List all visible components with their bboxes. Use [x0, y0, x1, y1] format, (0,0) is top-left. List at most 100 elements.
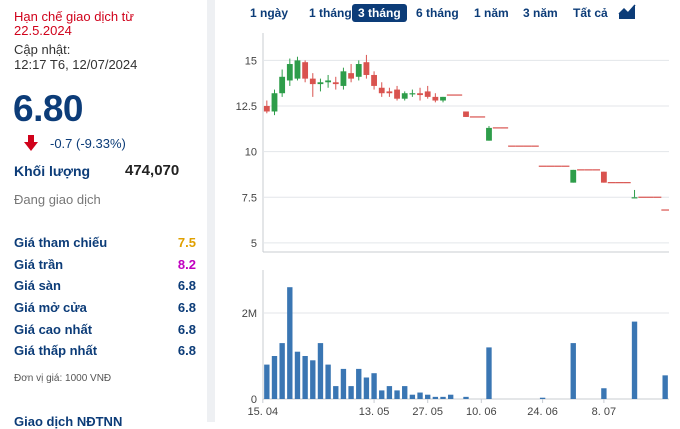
date-axis-ticks: 15. 04 13. 05 27. 05 10. 06 24. 06 8. 07 [248, 399, 616, 418]
volume-bar [271, 356, 278, 399]
update-time: 12:17 T6, 12/07/2024 [14, 57, 138, 72]
candle-body [302, 62, 309, 79]
stat-row-low: Giá thấp nhất 6.8 [14, 340, 196, 362]
volume-bars [264, 287, 668, 399]
restriction-date: 22.5.2024 [14, 23, 72, 38]
chart-panel: 1 ngày 1 tháng 3 tháng 6 tháng 1 năm 3 n… [215, 0, 680, 422]
change-value: -0.7 (-9.33%) [50, 135, 126, 151]
volume-bar [302, 356, 308, 399]
volume-bar [662, 375, 668, 399]
stat-value: 6.8 [177, 278, 196, 294]
date-tick-label: 24. 06 [527, 406, 558, 418]
restriction-line-1: Hạn chế giao dịch từ [14, 9, 134, 24]
volume-bar [264, 364, 270, 399]
volume-tick-label: 2M [242, 308, 257, 320]
candle-body [570, 169, 577, 183]
volume-bar [333, 386, 339, 399]
stat-label: Giá sàn [14, 278, 61, 294]
volume-bar [386, 386, 393, 399]
candle-body [279, 76, 286, 94]
candle-body [325, 80, 332, 83]
stock-info-panel: Hạn chế giao dịch từ 22.5.2024 Cập nhật:… [0, 0, 207, 429]
tab-1-year[interactable]: 1 năm [474, 6, 509, 20]
stat-label: Giá mở cửa [14, 300, 87, 316]
volume-bar [325, 364, 331, 399]
trading-restriction-notice: Hạn chế giao dịch từ 22.5.2024 [14, 10, 134, 38]
price-unit-note: Đơn vị giá: 1000 VNĐ [14, 373, 112, 384]
volume-bar [417, 392, 423, 399]
price-tick-label: 7.5 [242, 192, 257, 204]
candle-body [263, 106, 270, 112]
price-tick-label: 5 [251, 238, 257, 250]
volume-label: Khối lượng [14, 163, 91, 179]
stat-value: 6.8 [177, 321, 196, 337]
update-label: Cập nhật: [14, 42, 71, 57]
candle-body [348, 73, 355, 79]
candle-body [394, 89, 400, 99]
volume-bar [310, 360, 316, 399]
volume-bar [570, 343, 576, 399]
panel-divider [207, 0, 215, 422]
volume-bar [363, 377, 370, 399]
tab-3-years[interactable]: 3 năm [523, 6, 558, 20]
stat-label: Giá tham chiếu [14, 235, 108, 251]
candle-body [317, 82, 324, 85]
volume-bar [317, 343, 324, 399]
volume-bar [409, 394, 416, 399]
update-info: Cập nhật: 12:17 T6, 12/07/2024 [14, 42, 137, 72]
price-axis-ticks: 5 7.5 10 12.5 15 [236, 55, 257, 250]
candle-body [417, 93, 423, 96]
price-tick-label: 12.5 [236, 101, 257, 113]
volume-bar [631, 321, 638, 399]
stat-row-ceiling: Giá trần 8.2 [14, 254, 196, 276]
stat-value: 7.5 [177, 235, 196, 251]
volume-bar [379, 390, 385, 399]
date-tick-label: 10. 06 [466, 406, 497, 418]
candle-body [332, 82, 339, 85]
candle-body [271, 93, 278, 112]
volume-axis-ticks: 0 2M [242, 308, 257, 406]
volume-tick-label: 0 [251, 394, 257, 406]
date-tick-label: 27. 05 [412, 406, 443, 418]
price-volume-chart: 5 7.5 10 12.5 15 0 2M 15. 04 13. 05 27. 05 10. 0… [236, 33, 669, 418]
volume-bar [447, 394, 454, 399]
down-arrow-icon [24, 135, 38, 151]
candle-body [286, 64, 293, 81]
candlestick-series [263, 54, 669, 211]
volume-bar [287, 287, 293, 399]
volume-value: 474,070 [125, 162, 180, 179]
price-stats: Giá tham chiếu 7.5 Giá trần 8.2 Giá sàn … [14, 232, 196, 362]
price-change: -0.7 (-9.33%) [24, 135, 126, 151]
tab-1-day[interactable]: 1 ngày [250, 6, 289, 20]
tab-1-month[interactable]: 1 tháng [309, 6, 352, 20]
stat-label: Giá trần [14, 256, 64, 272]
candle-body [486, 127, 492, 141]
trading-status: Đang giao dịch [14, 192, 101, 207]
volume-bar [371, 373, 377, 399]
stat-row-reference: Giá tham chiếu 7.5 [14, 232, 196, 254]
candle-body [340, 71, 347, 86]
volume-bar [539, 397, 546, 399]
tab-all[interactable]: Tất cả [573, 6, 608, 20]
stat-row-open: Giá mở cửa 6.8 [14, 297, 196, 319]
stat-label: Giá thấp nhất [14, 343, 98, 359]
candle-body [401, 93, 408, 99]
candle-body [600, 171, 607, 183]
volume-bar [463, 396, 469, 399]
stat-value: 6.8 [177, 343, 196, 359]
volume-bar [440, 396, 446, 399]
candle-body [440, 96, 446, 101]
candle-body [631, 197, 638, 199]
candle-body [409, 93, 416, 95]
candle-body [424, 91, 431, 97]
candle-body [371, 74, 377, 86]
stat-row-high: Giá cao nhất 6.8 [14, 318, 196, 340]
stat-label: Giá cao nhất [14, 321, 93, 337]
chart-type-icon[interactable] [618, 4, 636, 20]
candle-body [432, 96, 439, 101]
candle-body [363, 62, 370, 75]
tab-6-months[interactable]: 6 tháng [416, 6, 459, 20]
date-tick-label: 8. 07 [592, 406, 616, 418]
tab-3-months[interactable]: 3 tháng [352, 4, 407, 22]
candle-body [294, 60, 301, 79]
